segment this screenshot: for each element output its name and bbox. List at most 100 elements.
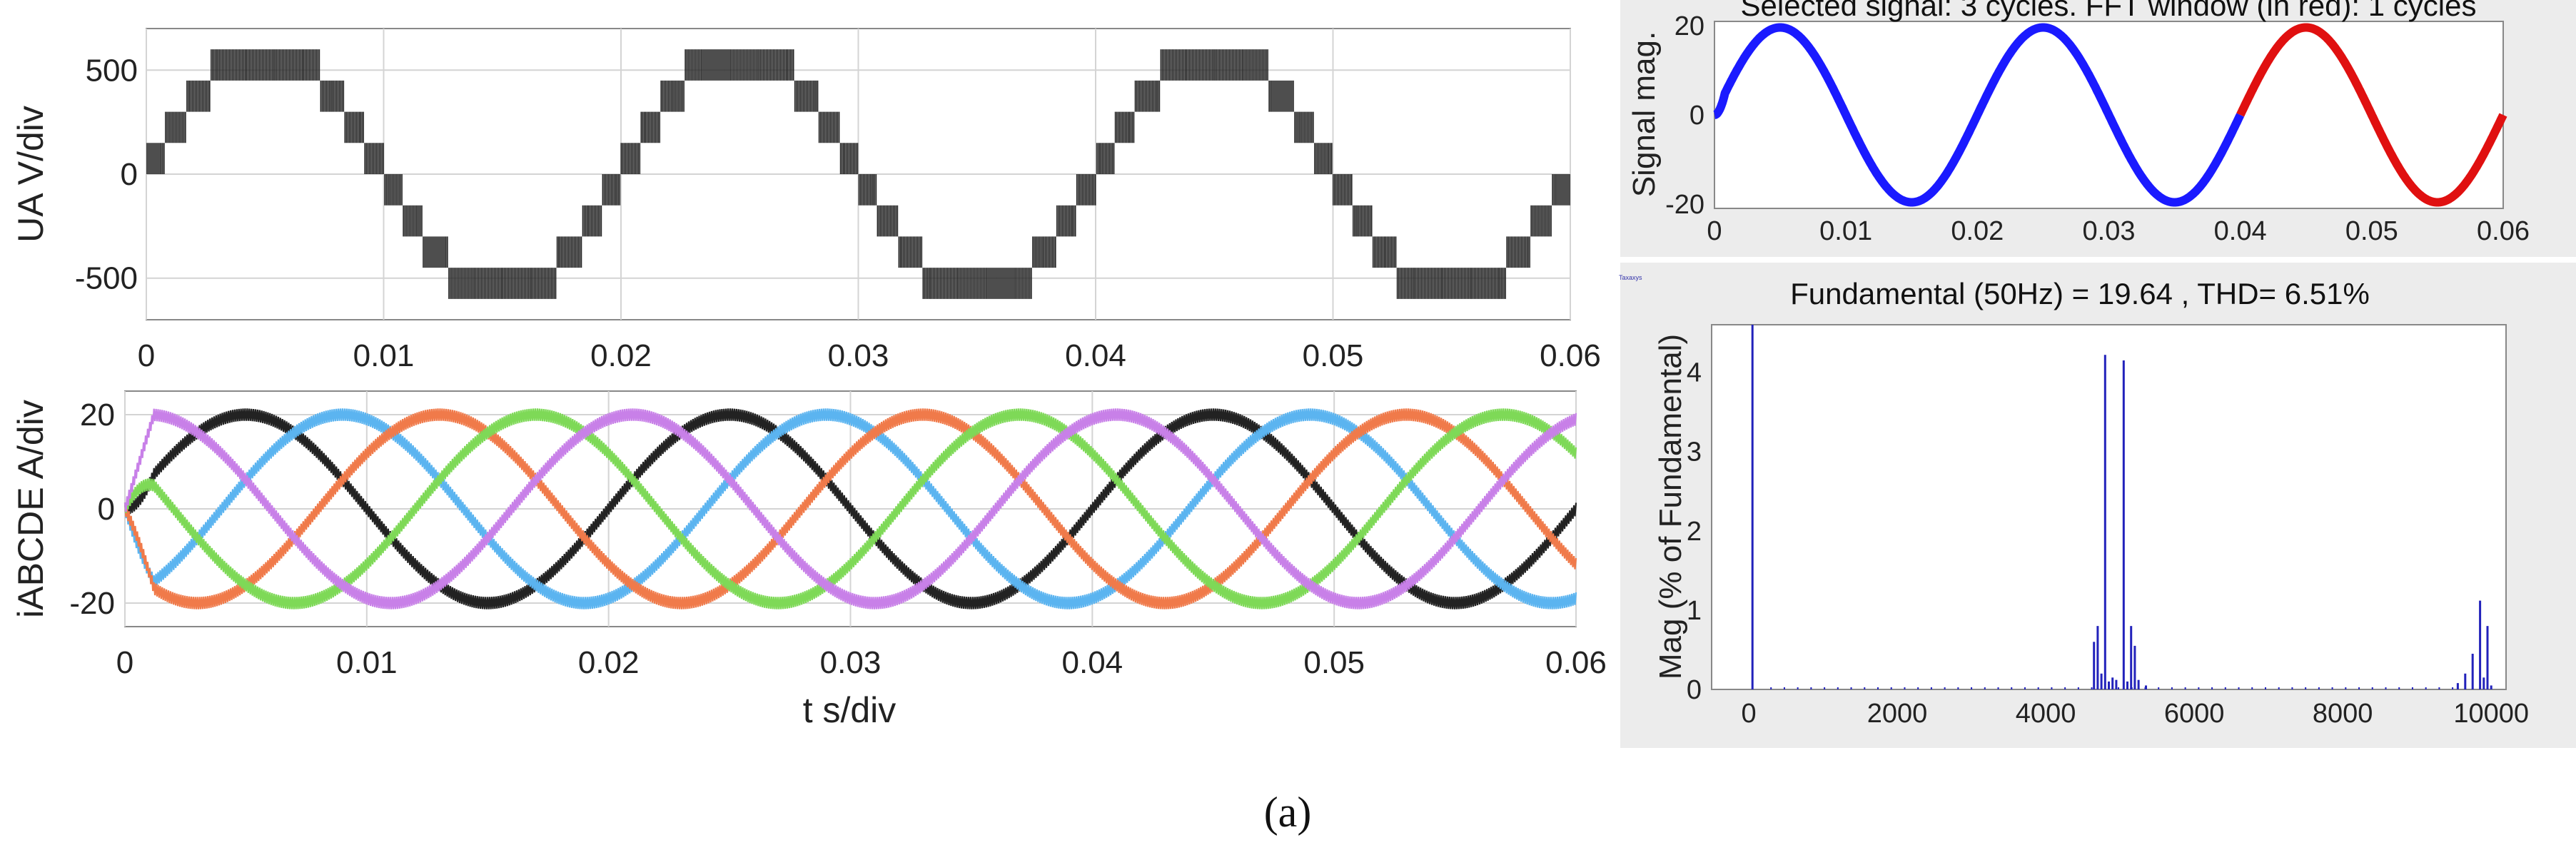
fft-noise-bar [2425,687,2427,689]
signal-plot [1711,23,2507,207]
xtick-label: 0.05 [1303,645,1365,680]
signal-series-signal [1711,23,2245,207]
fft-noise-bar [2184,687,2186,689]
xtick-label: 0.03 [828,338,889,373]
fft-bar [2145,685,2148,689]
fft-noise-bar [1971,687,1973,689]
xtick-label: 6000 [2164,699,2225,729]
iabcde-ylabel: iABCDE A/div [11,400,51,618]
xtick-label: 0.02 [590,338,652,373]
ytick-label: 0 [121,157,138,192]
fft-noise-bar [2224,687,2226,689]
xtick-label: 0 [116,645,133,680]
ytick-label: 0 [1687,675,1702,705]
fft-bar [2133,645,2136,689]
iabcde-series-iA [123,408,1577,609]
ytick-label: 4 [1687,358,1702,388]
xtick-label: 4000 [2016,699,2076,729]
ua-series-line [146,49,1570,299]
ytick-label: 2 [1687,517,1702,547]
ytick-label: -20 [1665,190,1704,220]
xtick-label: 0.04 [1062,645,1123,680]
fft-noise-bar [1997,687,1999,689]
xtick-label: 0 [138,338,155,373]
ua-ylabel: UA V/div [11,106,51,243]
fft-noise-bar [1890,687,1892,689]
xtick-label: 0.01 [1819,216,1872,246]
fft-bar [2126,681,2129,689]
ytick-label: 1 [1687,596,1702,626]
fft-bar [1751,325,1754,689]
fft-noise-bar [2358,687,2360,689]
fft-chart: Taxaxys Fundamental (50Hz) = 19.64 , THD… [1619,274,2529,729]
ua-yticks: 500 0 -500 [75,53,138,295]
signal-chart: 200-20 0 0.01 0.02 0.03 0.04 0.05 0.06 Selecte… [1627,0,2530,246]
xtick-label: 0.03 [820,645,882,680]
xtick-label: 0.06 [2477,216,2530,246]
fft-noise-bar [2411,687,2413,689]
ytick-label: 0 [1689,101,1704,131]
fft-bar [2122,360,2125,689]
fft-bar [2093,642,2096,689]
fft-noise-bar [2091,687,2093,689]
xtick-label: 0.01 [336,645,398,680]
fft-yticks: 0 1 2 3 4 [1687,358,1702,705]
signal-series-fft-window [2236,23,2507,207]
xtick-label: 2000 [1867,699,1928,729]
iabcde-series-iB [123,408,1577,609]
fft-bar [2115,679,2118,689]
fft-plot [1751,325,2492,689]
fft-noise-bar [1877,687,1879,689]
fft-noise-bar [2371,687,2373,689]
fft-noise-bar [2011,687,2013,689]
fft-bar [2103,355,2106,689]
xtick-label: 0.05 [2345,216,2398,246]
xtick-label: 0.04 [2214,216,2267,246]
ytick-label: 3 [1687,437,1702,467]
fft-bar [2111,677,2114,689]
fft-noise-bar [1797,687,1799,689]
ua-plot [146,49,1570,299]
fft-bar [2108,681,2110,689]
ytick-label: 500 [86,53,138,88]
fft-noise-bar [2037,687,2039,689]
figure-caption: (a) [1264,789,1312,836]
fft-axes [1711,324,2507,690]
fft-bar [2137,679,2140,689]
fft-noise-bar [1824,687,1826,689]
xtick-label: 0.03 [2083,216,2136,246]
fft-noise-bar [2305,687,2307,689]
signal-ylabel: Signal mag. [1627,31,1662,197]
fft-noise-bar [2331,687,2333,689]
fft-bar [2486,626,2489,689]
fft-ylabel: Mag (% of Fundamental) [1653,334,1688,679]
fft-noise-bar [2278,687,2280,689]
xtick-label: 0 [1741,699,1756,729]
fft-noise-bar [2118,687,2120,689]
fft-bar [2490,685,2492,689]
fft-bar [2479,600,2482,689]
fft-noise-bar [2144,687,2146,689]
xtick-label: 10000 [2453,699,2529,729]
xtick-label: 0.05 [1303,338,1364,373]
fft-title: Fundamental (50Hz) = 19.64 , THD= 6.51% [1790,277,2370,310]
fft-noise-bar [2171,687,2173,689]
ua-xticks: 0 0.01 0.02 0.03 0.04 0.05 0.06 [138,338,1601,373]
fft-noise-bar [1944,687,1946,689]
iabcde-series-iE [123,408,1577,609]
iabcde-xticks: 0 0.01 0.02 0.03 0.04 0.05 0.06 [116,645,1607,680]
fft-noise-bar [2438,687,2440,689]
fft-bar [2471,654,2474,689]
xtick-label: 8000 [2313,699,2373,729]
ytick-label: 20 [80,398,115,432]
xtick-label: 0.04 [1065,338,1126,373]
fft-bar [2464,673,2467,689]
fft-bar [2456,683,2459,689]
fft-noise-bar [1770,687,1772,689]
fft-noise-bar [2398,687,2400,689]
iabcde-xlabel: t s/div [803,690,896,730]
iabcde-series-iD [123,408,1577,609]
ytick-label: 0 [98,492,115,527]
fft-noise-bar [2318,687,2320,689]
